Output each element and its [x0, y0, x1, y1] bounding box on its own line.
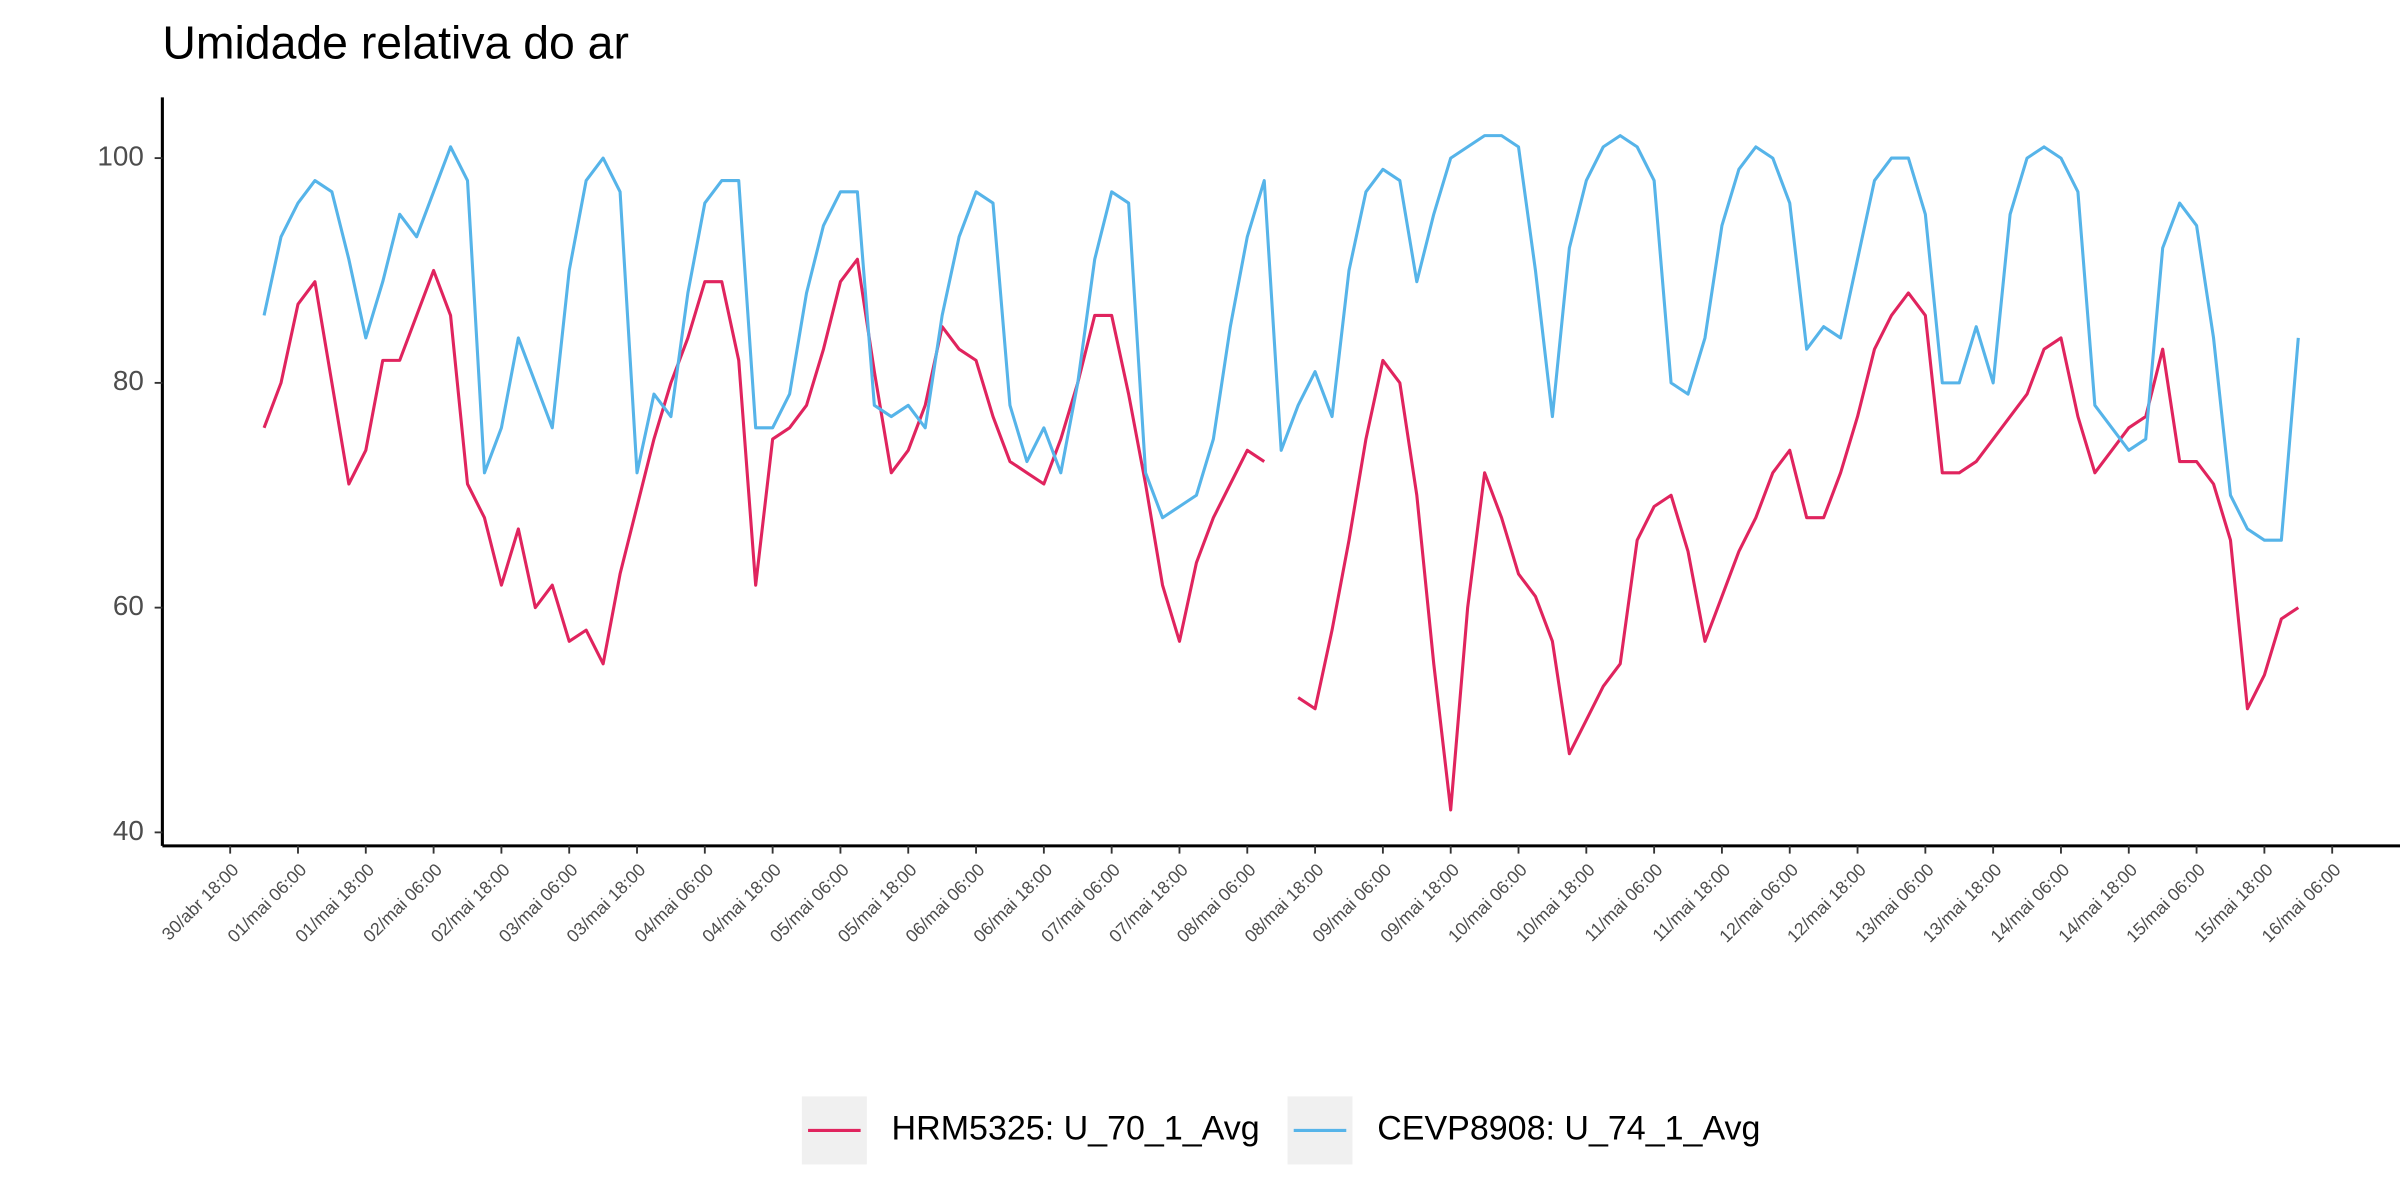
legend-label: HRM5325: U_70_1_Avg: [892, 1109, 1260, 1147]
y-tick-label: 100: [97, 140, 143, 171]
y-tick-label: 40: [113, 815, 144, 846]
y-tick-label: 80: [113, 365, 144, 396]
series-line: [262, 134, 2300, 542]
series-line: [262, 257, 2300, 812]
legend: HRM5325: U_70_1_Avg CEVP8908: U_74_1_Avg: [801, 1096, 1760, 1165]
y-tick-label: 60: [113, 590, 144, 621]
chart-title: Umidade relativa do ar: [162, 17, 629, 69]
legend-label: CEVP8908: U_74_1_Avg: [1377, 1109, 1760, 1147]
